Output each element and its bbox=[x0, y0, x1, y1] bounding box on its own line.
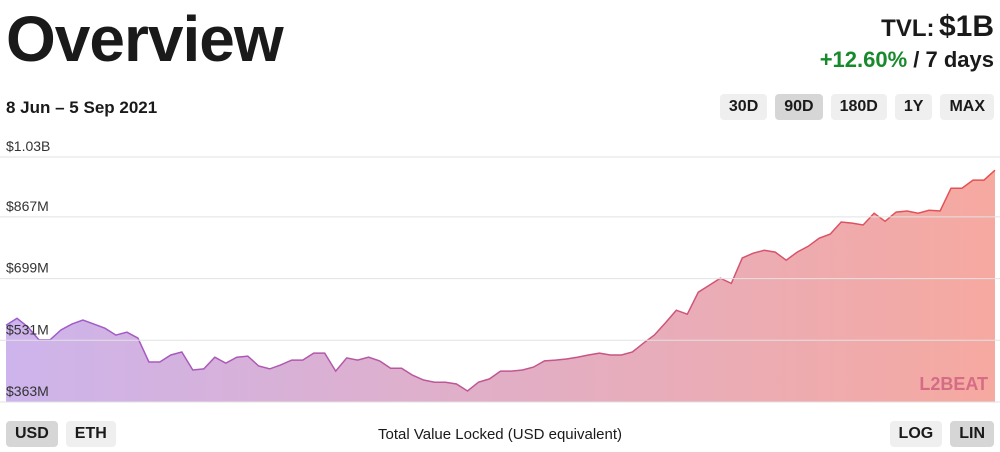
change: +12.60% / 7 days bbox=[820, 47, 994, 73]
y-tick-label: $363M bbox=[6, 383, 49, 399]
y-tick-label: $531M bbox=[6, 321, 49, 337]
toggle-button[interactable]: ETH bbox=[65, 421, 116, 447]
area-fill bbox=[6, 170, 995, 402]
currency-buttons: USD ETH bbox=[0, 421, 116, 447]
scale-buttons: LOG LIN bbox=[882, 421, 994, 447]
toggle-button[interactable]: USD bbox=[6, 421, 58, 447]
title: Overview bbox=[6, 3, 284, 75]
toggle-button[interactable]: LOG bbox=[889, 421, 943, 447]
chart: $363M $531M $699M $867M $1.03B L2BEAT bbox=[0, 138, 1000, 403]
change-value: +12.60% bbox=[819, 47, 908, 72]
watermark: L2BEAT bbox=[919, 374, 988, 394]
toggle-button[interactable]: 30D bbox=[719, 94, 768, 120]
range-buttons: 30D 90D 180D 1Y MAX bbox=[712, 94, 994, 120]
date-range: 8 Jun – 5 Sep 2021 bbox=[6, 98, 158, 117]
toggle-button[interactable]: MAX bbox=[940, 94, 994, 120]
tvl: TVL: $1B bbox=[881, 10, 994, 44]
tvl-label: TVL: bbox=[881, 15, 935, 42]
area-line bbox=[5, 169, 996, 392]
change-period: / 7 days bbox=[913, 47, 994, 72]
toggle-button[interactable]: 90D bbox=[775, 94, 823, 120]
toggle-button[interactable]: 1Y bbox=[894, 94, 933, 120]
caption: Total Value Locked (USD equivalent) bbox=[377, 426, 623, 443]
tvl-value: $1B bbox=[938, 10, 994, 43]
toggle-button[interactable]: LIN bbox=[950, 421, 994, 447]
y-tick-label: $1.03B bbox=[6, 138, 50, 154]
toggle-button[interactable]: 180D bbox=[830, 94, 887, 120]
y-tick-label: $867M bbox=[6, 198, 49, 214]
y-tick-label: $699M bbox=[6, 260, 49, 276]
